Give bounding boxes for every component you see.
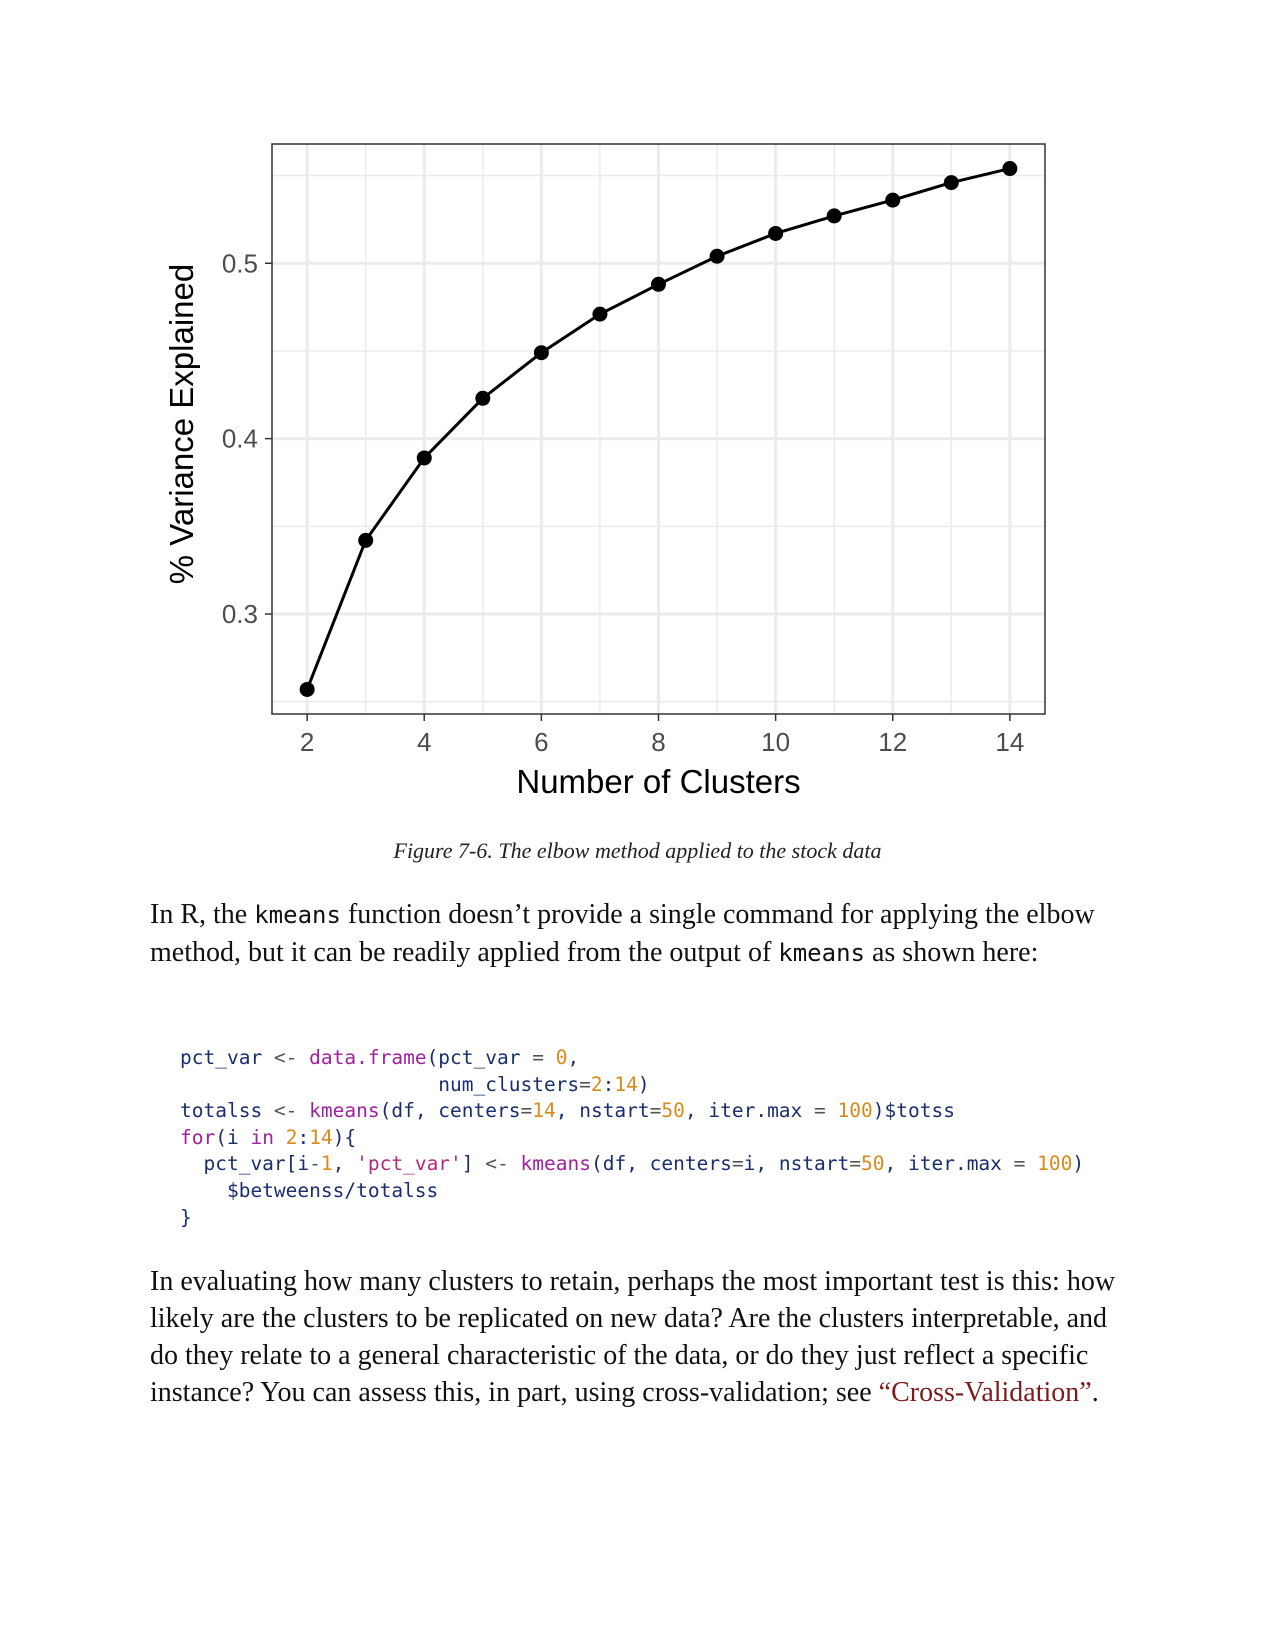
- code-token: ]: [461, 1152, 486, 1176]
- code-token: in: [250, 1125, 286, 1149]
- x-tick-label: 8: [651, 727, 665, 757]
- elbow-chart-svg: 2 4 6 8 10 12 14 0.3 0.4 0.5 Number of Clusters % V…: [163, 143, 1046, 800]
- y-tick-label: 0.4: [222, 424, 258, 454]
- code-token: kmeans: [309, 1099, 380, 1123]
- y-tick-label: 0.5: [222, 248, 258, 278]
- code-token: :: [297, 1125, 310, 1149]
- paragraph-intro: In R, the kmeans function doesn’t provid…: [150, 896, 1135, 972]
- code-token: 1: [320, 1152, 333, 1176]
- code-token: 100: [837, 1099, 873, 1123]
- data-point: [709, 248, 725, 264]
- eval-text-2: .: [1091, 1377, 1099, 1408]
- elbow-chart: 2 4 6 8 10 12 14 0.3 0.4 0.5 Number of Clusters % V…: [160, 140, 1120, 840]
- code-token: )$totss: [872, 1099, 955, 1123]
- code-token: 100: [1037, 1152, 1073, 1176]
- code-token: =: [731, 1152, 744, 1176]
- data-point: [768, 225, 784, 241]
- data-point: [1002, 161, 1018, 177]
- x-tick-label: 10: [761, 727, 790, 757]
- code-token: data.frame: [309, 1046, 427, 1069]
- figure-caption: Figure 7-6. The elbow method applied to …: [393, 838, 882, 863]
- code-token: }: [180, 1205, 192, 1229]
- code-token: 0: [555, 1046, 568, 1069]
- code-token: ,: [332, 1152, 357, 1176]
- intro-text-2: function doesn’t provide a single comman…: [150, 899, 1095, 968]
- code-token: ): [1072, 1152, 1085, 1176]
- data-point: [592, 306, 608, 322]
- code-token: , nstart: [555, 1099, 650, 1123]
- code-token: :: [602, 1072, 615, 1096]
- code-token: num_clusters: [180, 1072, 580, 1096]
- y-axis-title: % Variance Explained: [163, 264, 200, 584]
- x-tick-label: 2: [300, 727, 314, 757]
- inline-code-kmeans: kmeans: [254, 901, 341, 929]
- y-tick-label: 0.3: [222, 599, 258, 629]
- code-token: ){: [332, 1125, 357, 1149]
- code-token: 'pct_var': [356, 1152, 462, 1176]
- code-token: kmeans: [520, 1152, 591, 1176]
- paragraph-evaluation: In evaluating how many clusters to retai…: [150, 1263, 1135, 1411]
- code-token: (i: [215, 1125, 251, 1149]
- data-point: [943, 175, 959, 191]
- code-token: =: [520, 1099, 533, 1123]
- code-token: -: [309, 1152, 321, 1176]
- code-token: ,: [567, 1046, 580, 1069]
- code-token: ): [637, 1072, 650, 1096]
- data-point: [651, 276, 666, 292]
- code-token: 14: [532, 1099, 556, 1123]
- code-token: 2: [590, 1072, 603, 1096]
- code-token: 14: [614, 1072, 638, 1096]
- code-token: =: [649, 1099, 662, 1123]
- data-point: [533, 345, 549, 361]
- data-point: [475, 390, 491, 406]
- code-token: <-: [485, 1152, 521, 1176]
- code-token: pct_var[i: [180, 1152, 310, 1176]
- x-tick-label: 6: [534, 727, 548, 757]
- x-tick-label: 14: [995, 727, 1024, 757]
- code-token: , iter.max: [884, 1152, 1014, 1176]
- code-token: $betweenss/totalss: [180, 1178, 439, 1202]
- code-token: for: [180, 1125, 216, 1149]
- code-token: (df, centers: [379, 1099, 521, 1123]
- eval-text-1: In evaluating how many clusters to retai…: [150, 1266, 1116, 1408]
- code-token: 50: [861, 1152, 885, 1176]
- code-token: totalss: [180, 1099, 274, 1123]
- code-token: 2: [285, 1125, 298, 1149]
- code-token: =: [849, 1152, 862, 1176]
- data-point: [416, 450, 432, 466]
- data-point: [885, 192, 901, 208]
- code-token: =: [579, 1072, 591, 1096]
- code-block: pct_var <- data.frame(pct_var = 0, num_c…: [180, 1045, 1084, 1231]
- code-token: (pct_var: [426, 1046, 533, 1069]
- cross-validation-link[interactable]: “Cross-Validation”: [878, 1377, 1092, 1408]
- code-token: 50: [661, 1099, 685, 1123]
- code-token: =: [1013, 1152, 1038, 1176]
- data-point: [826, 208, 842, 224]
- code-token: =: [814, 1099, 838, 1123]
- data-point: [299, 681, 315, 697]
- code-token: pct_var: [180, 1046, 274, 1069]
- code-token: i, nstart: [743, 1152, 850, 1176]
- data-point: [358, 532, 374, 548]
- code-token: , iter.max: [684, 1099, 815, 1123]
- inline-code-kmeans-2: kmeans: [778, 939, 865, 967]
- x-axis-title: Number of Clusters: [516, 763, 800, 800]
- x-tick-label: 4: [417, 727, 431, 757]
- x-tick-label: 12: [878, 727, 907, 757]
- code-token: 14: [309, 1125, 333, 1149]
- intro-text-1: In R, the: [150, 899, 255, 930]
- code-token: (df, centers: [590, 1152, 732, 1176]
- code-token: =: [532, 1046, 556, 1069]
- intro-text-3: as shown here:: [864, 937, 1039, 968]
- code-token: <-: [273, 1099, 310, 1123]
- code-token: <-: [273, 1046, 310, 1069]
